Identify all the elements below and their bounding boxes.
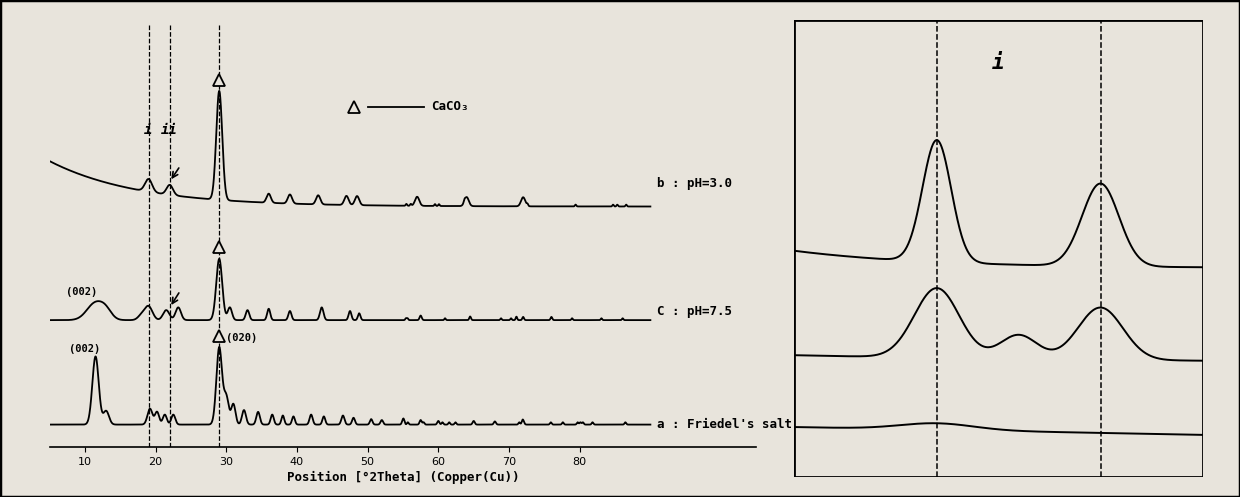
Text: CaCO₃: CaCO₃ [432,100,469,113]
Text: i: i [992,53,1004,74]
Text: C : pH=7.5: C : pH=7.5 [657,305,733,318]
X-axis label: Position [°2Theta] (Copper(Cu)): Position [°2Theta] (Copper(Cu)) [286,471,520,484]
Text: (002): (002) [66,287,97,297]
Bar [794,20,1203,477]
Text: ii: ii [161,123,179,137]
Text: a : Friedel's salt: a : Friedel's salt [657,418,792,431]
Text: (020): (020) [226,332,258,342]
Text: b : pH=3.0: b : pH=3.0 [657,177,733,190]
Text: i: i [144,123,153,137]
Text: (002): (002) [69,344,100,354]
